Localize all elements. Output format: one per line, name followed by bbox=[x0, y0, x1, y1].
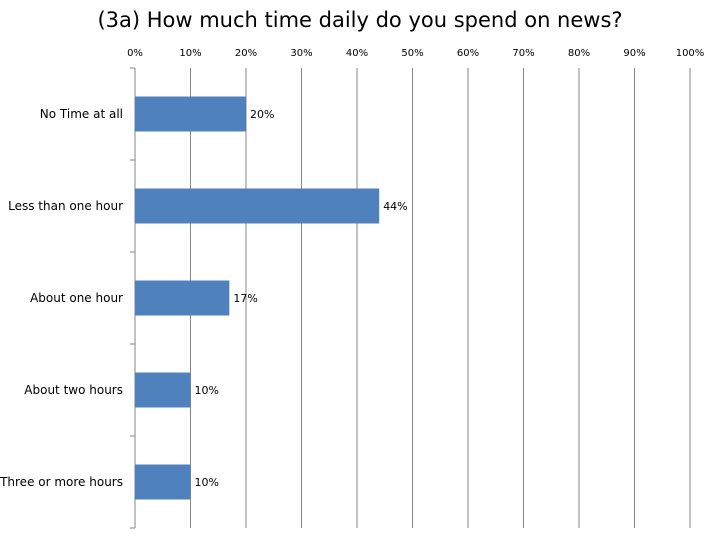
category-label: Less than one hour bbox=[8, 199, 123, 213]
category-label: Three or more hours bbox=[0, 475, 123, 489]
category-label: About two hours bbox=[24, 383, 123, 397]
category-label: No Time at all bbox=[40, 107, 123, 121]
bar bbox=[135, 96, 246, 132]
category-label: About one hour bbox=[30, 291, 123, 305]
x-tick-label: 50% bbox=[401, 48, 423, 59]
data-label: 44% bbox=[383, 200, 407, 213]
bar bbox=[135, 464, 191, 500]
x-tick-label: 90% bbox=[623, 48, 645, 59]
bar bbox=[135, 372, 191, 408]
x-tick-label: 70% bbox=[512, 48, 534, 59]
data-label: 10% bbox=[195, 476, 219, 489]
x-tick-label: 10% bbox=[179, 48, 201, 59]
x-tick-label: 60% bbox=[457, 48, 479, 59]
x-tick-label: 100% bbox=[676, 48, 705, 59]
data-label: 20% bbox=[250, 108, 274, 121]
x-tick-label: 20% bbox=[235, 48, 257, 59]
x-tick-label: 80% bbox=[568, 48, 590, 59]
bar bbox=[135, 280, 230, 316]
x-tick-label: 40% bbox=[346, 48, 368, 59]
chart-title: (3a) How much time daily do you spend on… bbox=[97, 8, 623, 32]
x-tick-label: 30% bbox=[290, 48, 312, 59]
bar bbox=[135, 188, 380, 224]
data-label: 17% bbox=[233, 292, 257, 305]
x-tick-label: 0% bbox=[127, 48, 143, 59]
data-label: 10% bbox=[195, 384, 219, 397]
